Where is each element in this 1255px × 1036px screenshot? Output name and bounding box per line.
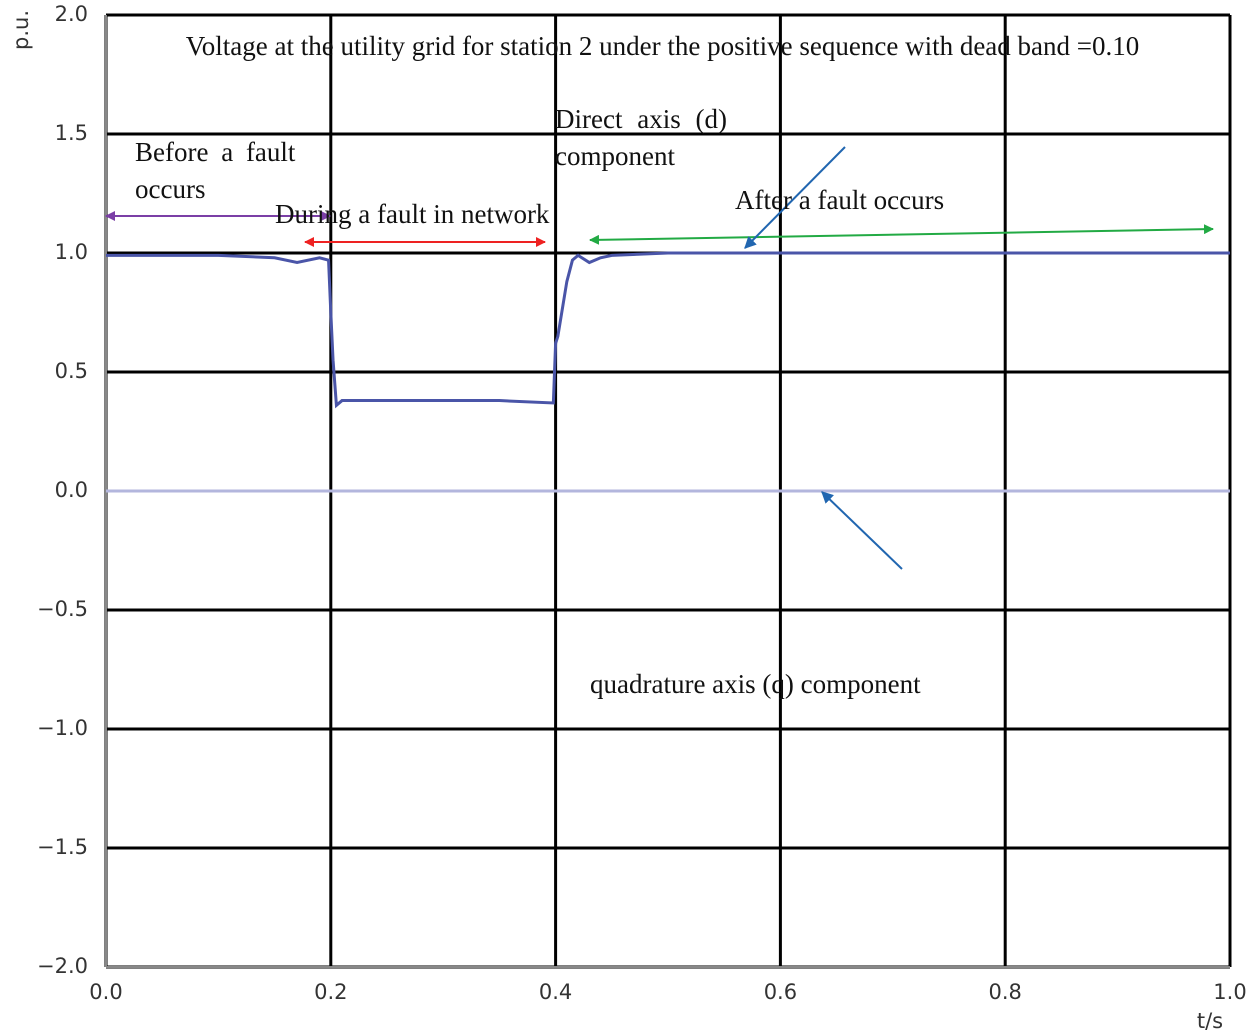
y-tick-label: −1.5	[37, 835, 88, 859]
x-tick-label: 0.4	[539, 980, 572, 1004]
y-tick-label: −1.0	[37, 716, 88, 740]
x-tick-label: 0.2	[314, 980, 347, 1004]
annotation: Before a fault occurs	[135, 137, 296, 204]
data-line	[106, 251, 1230, 409]
y-tick-label: 0.0	[55, 478, 88, 502]
lines	[106, 251, 1230, 493]
x-tick-label: 0.0	[89, 980, 122, 1004]
annotation: During a fault in network	[275, 199, 550, 229]
x-tick-label: 1.0	[1213, 980, 1246, 1004]
chart-title: Voltage at the utility grid for station …	[185, 31, 1140, 61]
arrows	[105, 146, 1214, 570]
y-tick-label: 2.0	[55, 2, 88, 26]
arrow	[744, 146, 846, 249]
arrow	[589, 224, 1214, 245]
annotation: Direct axis (d) component	[555, 104, 727, 171]
arrow	[821, 491, 903, 570]
annotation: quadrature axis (q) component	[590, 669, 921, 699]
y-tick-label: 1.0	[55, 240, 88, 264]
annotation: After a fault occurs	[735, 185, 945, 215]
y-tick-label: 0.5	[55, 359, 88, 383]
y-tick-label: −0.5	[37, 597, 88, 621]
y-tick-label: 1.5	[55, 121, 88, 145]
x-tick-label: 0.8	[988, 980, 1021, 1004]
y-tick-label: −2.0	[37, 954, 88, 978]
x-axis-label: t/s	[1197, 1009, 1223, 1033]
x-tick-label: 0.6	[764, 980, 797, 1004]
y-axis-label: p.u.	[9, 10, 33, 50]
